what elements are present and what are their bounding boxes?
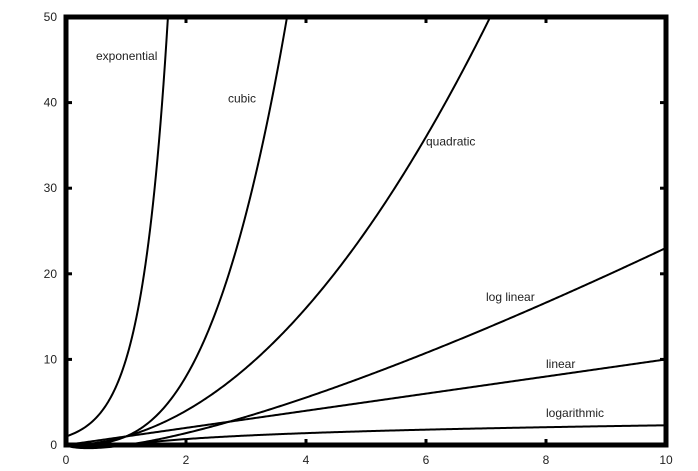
x-tick-labels: 0 2 4 6 8 10 [63, 453, 673, 467]
label-cubic: cubic [228, 92, 256, 106]
y-tick-label: 20 [44, 267, 58, 281]
y-tick-label: 10 [44, 352, 58, 366]
y-tick-label: 30 [44, 181, 58, 195]
curve-quadratic [65, 16, 492, 446]
curve-exponential [65, 16, 169, 438]
curve-labels-group: exponential cubic quadratic log linear linea… [96, 49, 604, 420]
y-tick-label: 50 [44, 10, 58, 24]
y-tick-labels: 0 10 20 30 40 50 [44, 10, 58, 452]
plot-frame [63, 14, 669, 448]
y-tick-label: 40 [44, 96, 58, 110]
label-exponential: exponential [96, 49, 157, 63]
x-tick-label: 0 [63, 453, 70, 467]
curve-linear [65, 358, 667, 446]
y-tick-label: 0 [50, 438, 57, 452]
x-tick-label: 4 [303, 453, 310, 467]
curve-log-linear [65, 246, 667, 450]
curve-cubic [66, 16, 289, 446]
label-linear: linear [546, 357, 575, 371]
label-logarithmic: logarithmic [546, 406, 604, 420]
x-tick-label: 2 [183, 453, 190, 467]
label-log-linear: log linear [486, 290, 535, 304]
ticks-group [66, 17, 666, 445]
label-quadratic: quadratic [426, 134, 475, 148]
curve-logarithmic [66, 424, 667, 446]
curves-group [65, 16, 667, 450]
x-tick-label: 8 [543, 453, 550, 467]
x-tick-label: 6 [423, 453, 430, 467]
x-tick-label: 10 [659, 453, 673, 467]
